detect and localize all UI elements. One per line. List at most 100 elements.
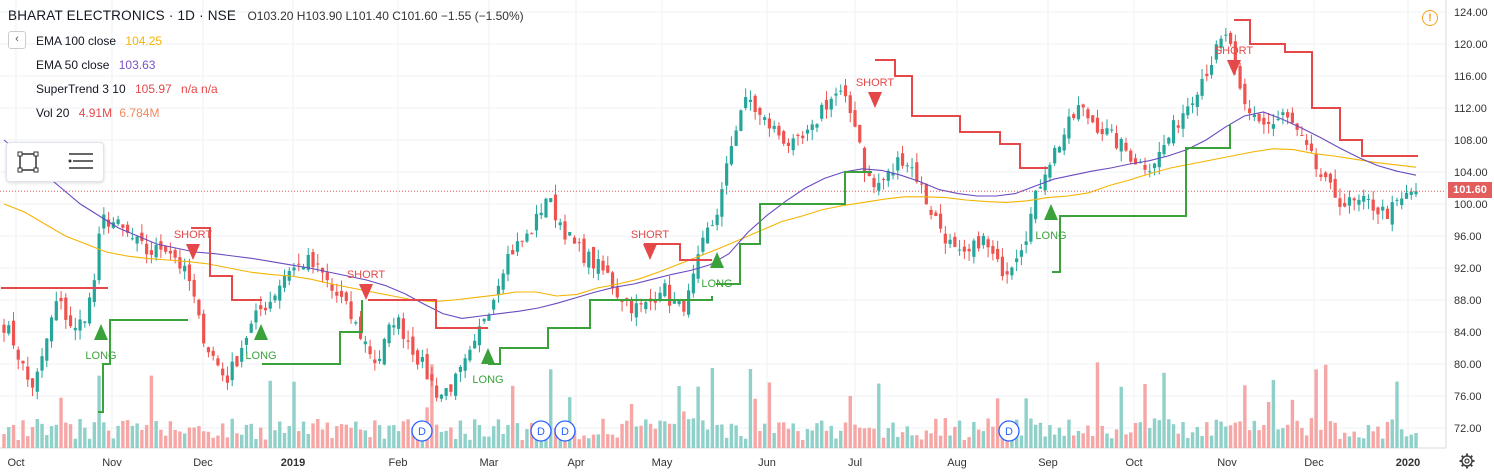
legend-ema50[interactable]: EMA 50 close 103.63 bbox=[36, 58, 155, 72]
candle-body bbox=[435, 385, 439, 398]
candle-body bbox=[1186, 106, 1190, 116]
volume-bar bbox=[1048, 425, 1052, 448]
volume-bar bbox=[230, 418, 234, 448]
candle-body bbox=[1038, 186, 1043, 189]
short-signal-label: SHORT bbox=[174, 229, 213, 241]
volume-bar bbox=[430, 364, 434, 448]
candle-body bbox=[530, 233, 534, 235]
price-tick-label: 96.00 bbox=[1454, 231, 1482, 243]
candle-body bbox=[282, 275, 287, 288]
candle-body bbox=[97, 233, 101, 281]
rectangle-select-icon[interactable] bbox=[17, 151, 39, 173]
candle-body bbox=[1129, 150, 1133, 162]
volume-bar bbox=[111, 438, 116, 448]
candle-body bbox=[1010, 267, 1014, 276]
volume-bar bbox=[292, 381, 296, 448]
candle-body bbox=[1219, 38, 1223, 48]
volume-bar bbox=[206, 431, 211, 448]
volume-bar bbox=[1138, 422, 1142, 448]
legend-label: Vol 20 bbox=[36, 106, 70, 120]
volume-bar bbox=[335, 426, 339, 448]
legend-collapse-toggle[interactable]: ‹ bbox=[8, 31, 26, 49]
candle-body bbox=[1209, 65, 1214, 75]
candle-body bbox=[316, 263, 320, 265]
volume-bar bbox=[924, 430, 929, 448]
candle-body bbox=[40, 356, 44, 371]
candle-body bbox=[549, 198, 553, 203]
volume-bar bbox=[1281, 428, 1285, 448]
volume-bar bbox=[121, 420, 125, 448]
legend-value: 4.91M bbox=[78, 106, 113, 120]
candle-body bbox=[539, 212, 543, 216]
dividend-marker[interactable] bbox=[411, 420, 433, 442]
candle-body bbox=[891, 172, 895, 176]
volume-bar bbox=[995, 398, 1000, 448]
volume-bar bbox=[382, 438, 387, 448]
candle-body bbox=[501, 273, 505, 290]
candle-body bbox=[197, 299, 201, 316]
volume-bar bbox=[1052, 434, 1057, 448]
price-tick-label: 72.00 bbox=[1454, 423, 1482, 435]
dividend-label: D bbox=[561, 426, 569, 438]
volume-bar bbox=[26, 436, 30, 448]
short-signal-label: SHORT bbox=[631, 229, 670, 241]
alert-icon[interactable]: ! bbox=[1422, 10, 1438, 26]
price-tick-label: 120.00 bbox=[1454, 39, 1488, 51]
volume-bar bbox=[881, 437, 886, 448]
volume-bar bbox=[73, 438, 78, 448]
candle-body bbox=[240, 347, 244, 362]
candle-body bbox=[235, 356, 239, 367]
candle-body bbox=[221, 368, 225, 376]
candle-body bbox=[962, 246, 966, 252]
candle-body bbox=[801, 135, 805, 139]
volume-bar bbox=[743, 438, 748, 448]
candle-body bbox=[877, 182, 881, 191]
dividend-marker[interactable] bbox=[554, 420, 576, 442]
symbol-title[interactable]: BHARAT ELECTRONICS · 1D · NSE bbox=[8, 8, 237, 23]
supertrend-segment bbox=[488, 296, 713, 365]
settings-gear-icon[interactable] bbox=[1459, 453, 1475, 469]
candle-body bbox=[30, 378, 35, 388]
legend-ema100[interactable]: EMA 100 close 104.25 bbox=[36, 34, 162, 48]
volume-bar bbox=[672, 423, 677, 448]
legend-supertrend[interactable]: SuperTrend 3 10 105.97 n/a n/a bbox=[36, 82, 218, 96]
candle-body bbox=[1338, 198, 1342, 207]
volume-bar bbox=[1143, 383, 1147, 448]
legend-volume[interactable]: Vol 20 4.91M 6.784M bbox=[36, 106, 159, 120]
volume-bar bbox=[1357, 437, 1361, 448]
volume-bar bbox=[387, 425, 391, 448]
candle-body bbox=[1133, 158, 1138, 165]
candle-body bbox=[1404, 192, 1409, 199]
volume-bar bbox=[858, 427, 862, 448]
volume-bar bbox=[501, 433, 505, 448]
candle-body bbox=[1262, 117, 1266, 125]
volume-bar bbox=[957, 420, 962, 448]
legend-label: EMA 50 close bbox=[36, 58, 110, 72]
dividend-marker[interactable] bbox=[998, 420, 1020, 442]
volume-bar bbox=[468, 439, 472, 448]
dividend-marker[interactable] bbox=[530, 420, 552, 442]
time-tick-label: May bbox=[652, 457, 673, 469]
candle-body bbox=[401, 318, 405, 339]
candle-body bbox=[829, 98, 833, 110]
volume-bar bbox=[392, 425, 396, 448]
volume-bar bbox=[520, 439, 524, 448]
long-signal-arrow bbox=[1044, 204, 1058, 220]
volume-bar bbox=[753, 398, 757, 448]
time-tick-label: Feb bbox=[389, 457, 408, 469]
volume-bar bbox=[1195, 426, 1200, 448]
candle-body bbox=[87, 297, 92, 324]
volume-bar bbox=[686, 419, 691, 448]
object-tree-icon[interactable] bbox=[67, 151, 95, 173]
volume-bar bbox=[772, 433, 776, 448]
candle-body bbox=[996, 248, 1000, 260]
volume-bar bbox=[1257, 430, 1261, 448]
volume-bar bbox=[102, 422, 106, 448]
volume-bar bbox=[396, 431, 401, 448]
short-signal-arrow bbox=[868, 92, 882, 108]
candle-body bbox=[653, 299, 657, 303]
supertrend-segment bbox=[1052, 124, 1231, 273]
volume-bar bbox=[701, 420, 705, 448]
